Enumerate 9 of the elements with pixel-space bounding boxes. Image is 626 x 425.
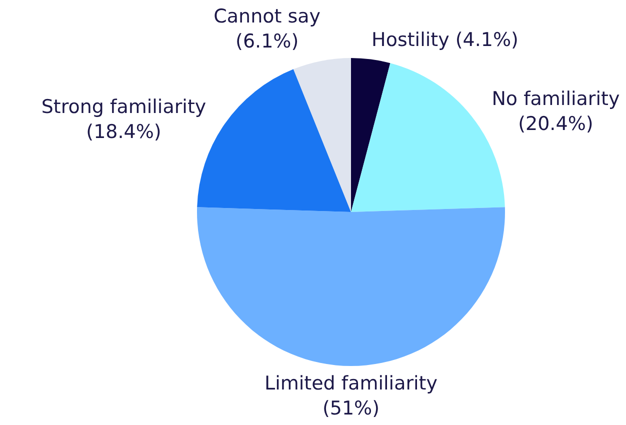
slice-label: Cannot say xyxy=(214,5,321,28)
data-label: (18.4%) xyxy=(86,120,162,143)
slice-label: No familiarity xyxy=(492,88,620,110)
data-label: (20.4%) xyxy=(518,112,594,135)
data-label: (51%) xyxy=(322,397,380,420)
data-label: (6.1%) xyxy=(236,30,299,52)
slice-label: Limited familiarity xyxy=(264,372,438,394)
slice-label: Hostility (4.1%) xyxy=(372,28,518,51)
slice-label: Strong familiarity xyxy=(41,96,206,118)
